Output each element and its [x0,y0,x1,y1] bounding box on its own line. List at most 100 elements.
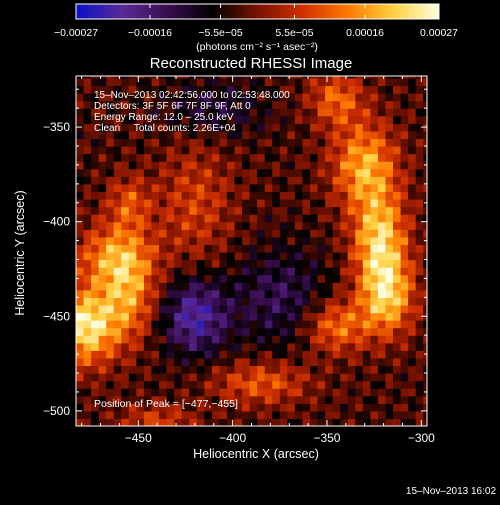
heatmap-cell [377,418,387,426]
heatmap-cell [310,320,319,329]
annotation-energy-range: Energy Range: 12.0 – 25.0 keV [94,112,234,123]
heatmap-cell [249,327,258,336]
heatmap-cell [302,244,311,253]
heatmap-cell [226,335,236,344]
heatmap-cell [408,229,417,238]
heatmap-cell [151,357,160,367]
heatmap-cell [83,168,92,177]
heatmap-cell [408,297,417,306]
heatmap-cell [211,312,221,321]
heatmap-cell [347,267,356,276]
heatmap-cell [377,410,387,420]
heatmap-cell [136,76,145,79]
heatmap-cell [385,259,394,268]
heatmap-cell [106,274,115,283]
heatmap-cell [106,198,115,208]
heatmap-cell [400,365,409,374]
heatmap-cell [332,244,341,253]
heatmap-cell [302,229,311,238]
heatmap-cell [279,146,288,155]
heatmap-cell [347,403,356,412]
heatmap-cell [136,100,145,109]
heatmap-cell [377,191,387,200]
heatmap-cell [317,206,326,215]
heatmap-cell [196,221,205,230]
heatmap-cell [151,198,160,208]
heatmap-cell [249,198,258,208]
heatmap-cell [83,380,92,389]
heatmap-cell [98,418,107,426]
heatmap-cell [332,108,341,117]
heatmap-cell [151,320,160,329]
heatmap-cell [196,100,205,109]
heatmap-cell [159,183,168,193]
heatmap-cell [106,304,115,314]
heatmap-cell [128,304,137,314]
heatmap-cell [400,161,409,170]
heatmap-cell [113,229,122,238]
heatmap-cell [287,236,296,245]
heatmap-cell [159,304,168,314]
heatmap-cell [242,267,251,276]
heatmap-cell [204,297,213,306]
heatmap-cell [385,297,394,306]
heatmap-cell [423,214,427,223]
heatmap-cell [385,146,394,155]
heatmap-cell [211,93,221,102]
heatmap-cell [385,357,394,367]
heatmap-cell [136,168,145,177]
heatmap-cell [332,267,341,276]
heatmap-cell [106,236,115,245]
heatmap-cell [136,410,145,420]
heatmap-cell [83,304,92,314]
heatmap-cell [355,153,364,162]
heatmap-cell [340,297,349,306]
heatmap-cell [264,251,273,261]
heatmap-cell [385,183,394,193]
heatmap-cell [340,335,349,344]
heatmap-cell [279,342,288,351]
heatmap-cell [128,138,137,147]
heatmap-cell [128,282,137,291]
heatmap-cell [211,267,221,276]
heatmap-cell [219,153,228,162]
heatmap-cell [143,76,153,79]
heatmap-cell [287,320,296,329]
heatmap-cell [325,395,334,404]
heatmap-cell [302,85,311,94]
heatmap-cell [83,365,92,374]
heatmap-cell [76,206,85,215]
heatmap-cell [272,176,281,185]
heatmap-cell [302,274,311,283]
heatmap-cell [151,251,160,261]
heatmap-cell [393,76,402,79]
heatmap-cell [370,191,379,200]
heatmap-cell [106,312,115,321]
heatmap-cell [234,176,243,185]
heatmap-cell [332,153,341,162]
heatmap-cell [362,342,371,351]
heatmap-cell [362,161,371,170]
heatmap-cell [121,161,130,170]
heatmap-cell [302,410,311,420]
heatmap-cell [204,146,213,155]
heatmap-cell [340,108,349,117]
heatmap-cell [76,418,85,426]
heatmap-cell [294,304,304,314]
heatmap-cell [113,403,122,412]
heatmap-cell [317,297,326,306]
heatmap-cell [249,76,258,79]
heatmap-cell [310,267,319,276]
heatmap-cell [91,289,100,298]
heatmap-cell [355,365,364,374]
heatmap-cell [83,176,92,185]
heatmap-cell [332,342,341,351]
heatmap-cell [264,304,273,314]
heatmap-cell [113,357,122,367]
heatmap-cell [423,76,427,79]
heatmap-cell [355,357,364,367]
heatmap-cell [332,289,341,298]
heatmap-cell [113,274,122,283]
heatmap-cell [415,373,424,382]
heatmap-cell [325,410,334,420]
